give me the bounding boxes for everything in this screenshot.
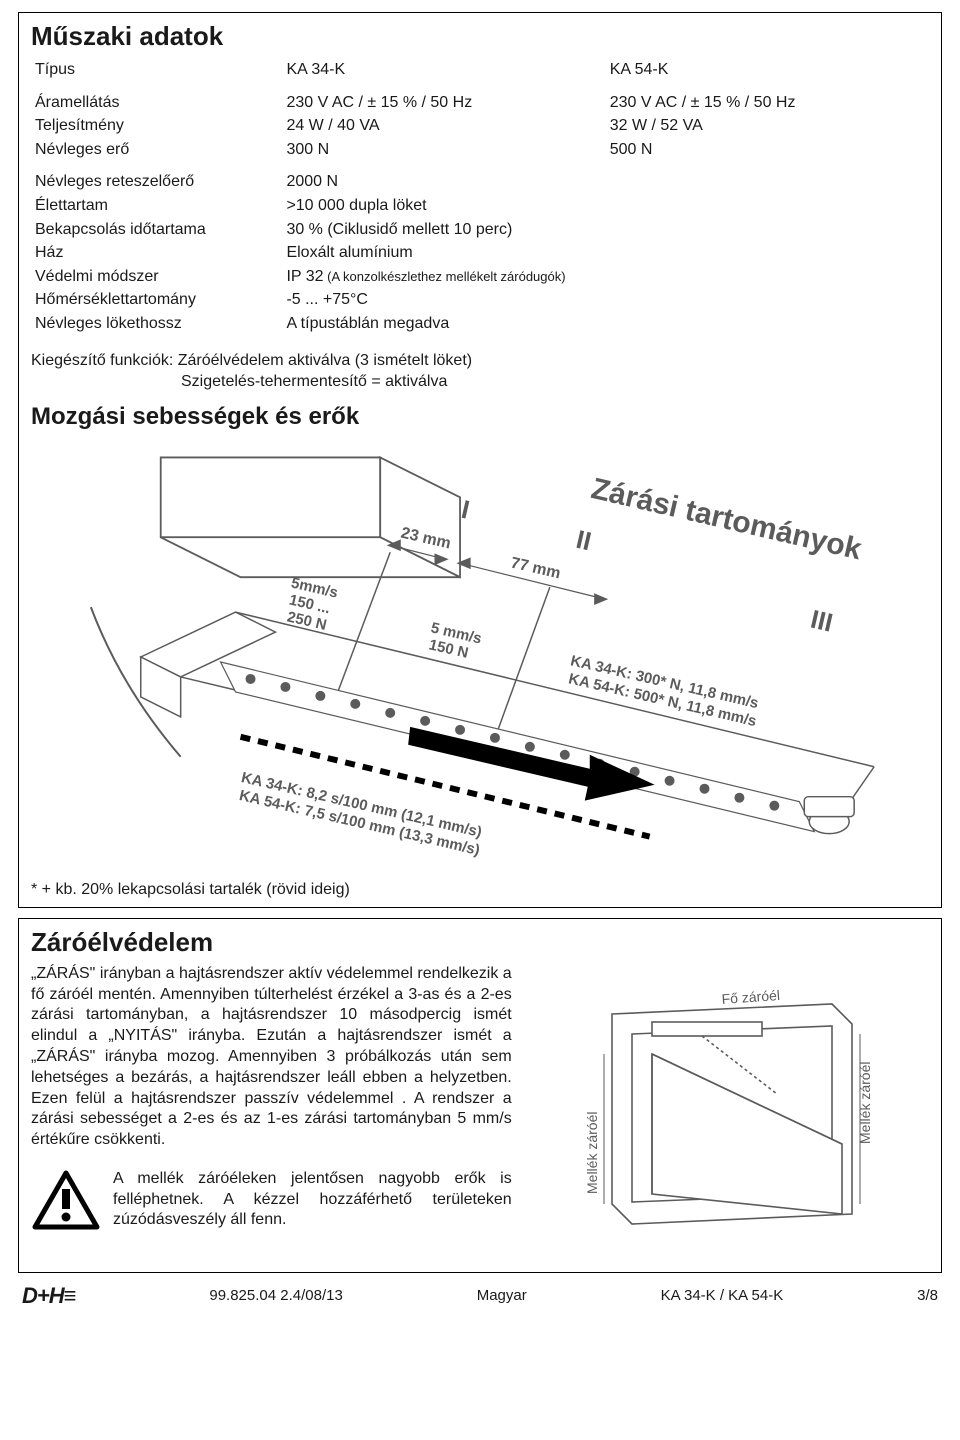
row-label: Típus [31, 58, 282, 82]
table-row: Bekapcsolás időtartama 30 % (Ciklusidő m… [31, 218, 929, 242]
row-val-a: 24 W / 40 VA [282, 114, 605, 138]
diagram-footnote: * + kb. 20% lekapcsolási tartalék (rövid… [31, 881, 929, 899]
table-row: Hőmérséklettartomány -5 ... +75°C [31, 288, 929, 312]
row-val: >10 000 dupla löket [282, 194, 929, 218]
svg-text:Mellék záróél: Mellék záróél [584, 1111, 600, 1193]
warning-text: A mellék záróéleken jelentősen nagyobb e… [113, 1169, 512, 1231]
table-row: Élettartam >10 000 dupla löket [31, 194, 929, 218]
row-label: Ház [31, 241, 282, 265]
edge-title: Záróélvédelem [31, 927, 929, 958]
row-val-b: 500 N [606, 138, 929, 162]
svg-text:III: III [808, 605, 835, 637]
page-footer: D+H≡ 99.825.04 2.4/08/13 Magyar KA 34-K … [18, 1283, 942, 1309]
row-val-a: KA 34-K [282, 58, 605, 82]
table-row: Teljesítmény 24 W / 40 VA 32 W / 52 VA [31, 114, 929, 138]
tech-specs-panel: Műszaki adatok Típus KA 34-K KA 54-K Ára… [18, 12, 942, 908]
row-label: Névleges reteszelőerő [31, 161, 282, 194]
edge-protection-panel: Záróélvédelem „ZÁRÁS" irányban a hajtásr… [18, 918, 942, 1273]
spec-table: Típus KA 34-K KA 54-K Áramellátás 230 V … [31, 58, 929, 336]
table-row: Ház Eloxált alumínium [31, 241, 929, 265]
warning-block: A mellék záróéleken jelentősen nagyobb e… [31, 1169, 512, 1240]
doc-code: 99.825.04 2.4/08/13 [209, 1287, 342, 1304]
addon-functions: Kiegészítő funkciók: Záróélvédelem aktiv… [31, 350, 929, 393]
row-label: Védelmi módszer [31, 265, 282, 289]
table-row: Névleges lökethossz A típustáblán megadv… [31, 312, 929, 336]
svg-text:Fő záróél: Fő záróél [721, 987, 780, 1007]
table-row: Védelmi módszer IP 32 (A konzolkészlethe… [31, 265, 929, 289]
row-val-b: 32 W / 52 VA [606, 114, 929, 138]
tech-specs-title: Műszaki adatok [31, 21, 929, 52]
svg-text:Mellék záróél: Mellék záróél [857, 1061, 873, 1143]
row-val: IP 32 (A konzolkészlethez mellékelt záró… [282, 265, 929, 289]
row-label: Bekapcsolás időtartama [31, 218, 282, 242]
table-row: Névleges erő 300 N 500 N [31, 138, 929, 162]
edge-text-column: „ZÁRÁS" irányban a hajtásrendszer aktív … [31, 964, 512, 1264]
warning-icon [31, 1169, 101, 1240]
row-label: Névleges lökethossz [31, 312, 282, 336]
row-val-a: 300 N [282, 138, 605, 162]
table-row: Típus KA 34-K KA 54-K [31, 58, 929, 82]
row-val: -5 ... +75°C [282, 288, 929, 312]
brand-logo: D+H≡ [22, 1283, 75, 1309]
row-val: 2000 N [282, 161, 929, 194]
edge-paragraph: „ZÁRÁS" irányban a hajtásrendszer aktív … [31, 964, 512, 1151]
row-label: Névleges erő [31, 138, 282, 162]
svg-text:Zárási tartományok: Zárási tartományok [588, 472, 865, 566]
row-label: Hőmérséklettartomány [31, 288, 282, 312]
row-val-a: 230 V AC / ± 15 % / 50 Hz [282, 82, 605, 115]
doc-lang: Magyar [477, 1287, 527, 1304]
motion-diagram: Zárási tartományok I II III 23 mm 77 mm … [31, 437, 929, 877]
row-val: Eloxált alumínium [282, 241, 929, 265]
row-val: 30 % (Ciklusidő mellett 10 perc) [282, 218, 929, 242]
row-label: Teljesítmény [31, 114, 282, 138]
doc-model: KA 34-K / KA 54-K [661, 1287, 784, 1304]
row-val: A típustáblán megadva [282, 312, 929, 336]
row-val-b: KA 54-K [606, 58, 929, 82]
speeds-title: Mozgási sebességek és erők [31, 403, 929, 431]
window-diagram: Fő záróél Mellék záróél Mellék záróél [536, 964, 929, 1264]
row-label: Áramellátás [31, 82, 282, 115]
table-row: Névleges reteszelőerő 2000 N [31, 161, 929, 194]
page-number: 3/8 [917, 1287, 938, 1304]
svg-text:II: II [573, 526, 593, 557]
table-row: Áramellátás 230 V AC / ± 15 % / 50 Hz 23… [31, 82, 929, 115]
svg-text:77 mm: 77 mm [509, 554, 562, 582]
row-label: Élettartam [31, 194, 282, 218]
row-val-b: 230 V AC / ± 15 % / 50 Hz [606, 82, 929, 115]
